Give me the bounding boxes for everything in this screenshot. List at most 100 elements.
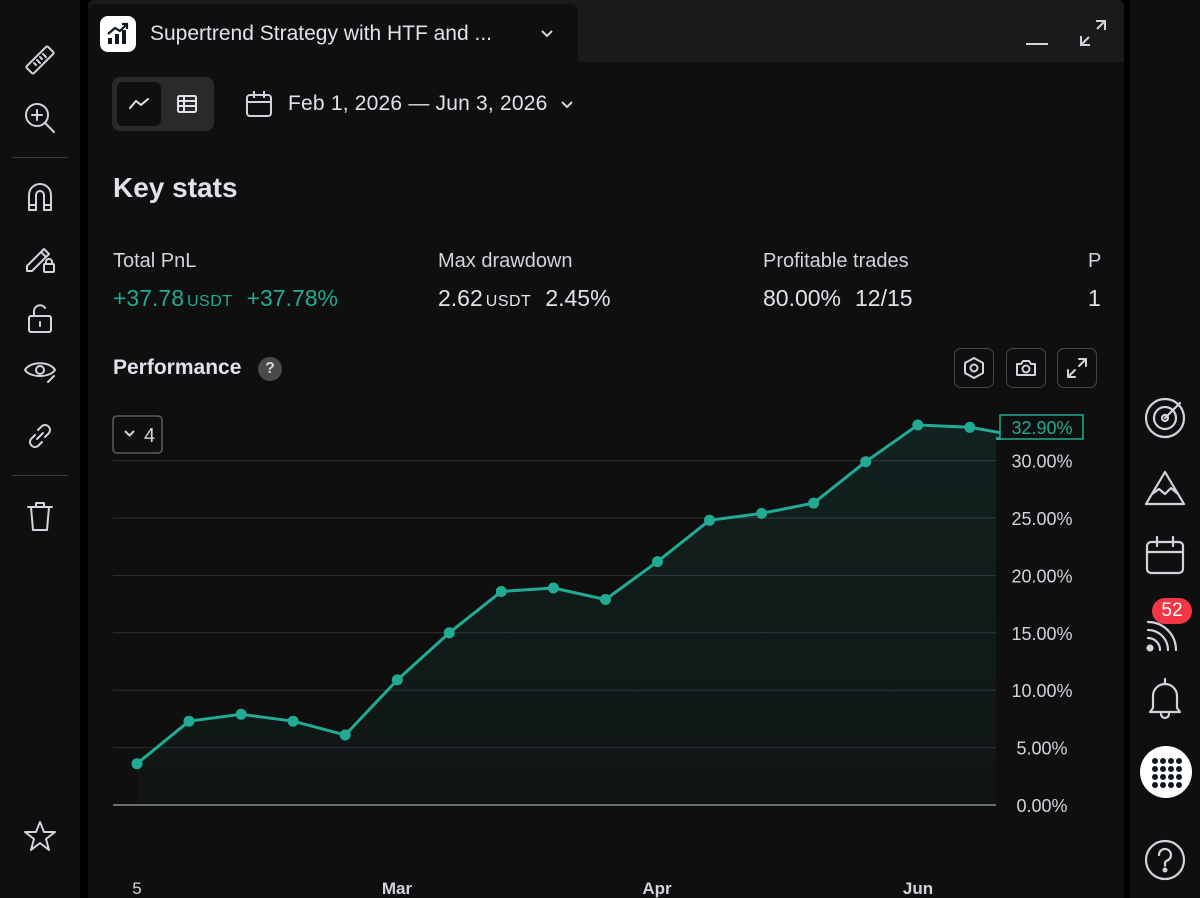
target-icon[interactable] (1142, 395, 1188, 441)
stat-max-drawdown: Max drawdown 2.62 USDT 2.45% (438, 250, 611, 312)
y-tick-label: 10.00% (1011, 681, 1072, 701)
collapse-toggle[interactable]: 4 (112, 415, 163, 454)
y-tick-label: 5.00% (1016, 739, 1067, 759)
trash-icon[interactable] (18, 494, 62, 538)
performance-area (137, 425, 1022, 805)
strategy-tab[interactable]: Supertrend Strategy with HTF and ... (88, 4, 578, 62)
strategy-report-panel: Supertrend Strategy with HTF and ... Feb… (88, 0, 1124, 898)
zoom-in-icon[interactable] (18, 96, 62, 140)
chevron-down-icon[interactable] (538, 24, 556, 42)
data-point[interactable] (547, 582, 559, 594)
data-point[interactable] (443, 627, 455, 639)
y-tick-label: 15.00% (1011, 624, 1072, 644)
key-stats-heading: Key stats (113, 172, 238, 203)
snapshot-button[interactable] (1006, 348, 1046, 388)
camera-icon (1016, 360, 1036, 376)
collapse-count: 4 (144, 425, 155, 447)
data-point[interactable] (339, 729, 351, 741)
minimize-button[interactable] (1022, 18, 1052, 48)
expand-icon (1067, 358, 1087, 378)
chart-fullscreen-button[interactable] (1057, 348, 1097, 388)
data-point[interactable] (756, 507, 768, 519)
date-range-text: Feb 1, 2026 — Jun 3, 2026 (288, 92, 548, 115)
feed-icon[interactable] (1142, 610, 1188, 656)
table-icon (177, 95, 197, 113)
data-point[interactable] (131, 758, 143, 770)
x-tick-label: Mar (382, 879, 413, 898)
eye-icon[interactable] (18, 348, 62, 392)
data-point[interactable] (235, 708, 247, 720)
chart-settings-button[interactable] (954, 348, 994, 388)
data-point[interactable] (964, 421, 976, 433)
stat-total-pnl: Total PnL +37.78 USDT +37.78% (113, 250, 338, 312)
chart-trend-icon (100, 16, 136, 52)
x-tick-label: Apr (642, 879, 672, 898)
chevron-down-icon (560, 101, 573, 109)
table-view-button[interactable] (165, 82, 209, 126)
last-value-label: 32.90% (1011, 418, 1072, 438)
stat-partial: P 1 (1088, 250, 1101, 312)
left-toolbar (0, 0, 80, 898)
toolbar-divider (12, 157, 68, 158)
performance-chart[interactable]: 0.00% 5.00% 10.00% 15.00% 20.00% 25.00% 30.00%… (88, 400, 1124, 898)
stat-value: 2.62 (438, 285, 483, 311)
notification-badge: 52 (1152, 598, 1192, 624)
chevron-down-icon (124, 430, 135, 437)
star-icon[interactable] (18, 814, 62, 858)
stat-label: Total PnL (113, 250, 197, 272)
help-icon[interactable] (1142, 837, 1188, 883)
bell-icon[interactable] (1142, 675, 1188, 721)
stat-value: 1 (1088, 285, 1101, 311)
data-point[interactable] (808, 497, 820, 509)
y-tick-label: 0.00% (1016, 796, 1067, 816)
data-point[interactable] (912, 419, 924, 431)
y-tick-label: 30.00% (1011, 452, 1072, 472)
data-point[interactable] (183, 715, 195, 727)
data-point[interactable] (600, 594, 611, 605)
minimize-icon (1026, 43, 1048, 45)
view-toggle (112, 77, 214, 131)
performance-heading: Performance (113, 356, 242, 379)
unlock-icon[interactable] (18, 296, 62, 340)
calendar-icon (246, 91, 272, 117)
link-icon[interactable] (18, 414, 62, 458)
stat-unit: USDT (187, 293, 233, 310)
ruler-icon[interactable] (18, 38, 62, 82)
x-tick-label: 5 (132, 879, 141, 898)
tab-strip: Supertrend Strategy with HTF and ... (88, 0, 1124, 62)
last-value-frame (999, 414, 1084, 440)
help-icon[interactable]: ? (258, 357, 282, 381)
chart-view-button[interactable] (117, 82, 161, 126)
line-chart-icon (129, 98, 149, 109)
stat-label: Profitable trades (763, 250, 909, 272)
maximize-button[interactable] (1078, 18, 1108, 48)
y-tick-label: 20.00% (1011, 566, 1072, 586)
stat-value: 80.00% (763, 285, 842, 311)
pencil-lock-icon[interactable] (18, 236, 62, 280)
data-point[interactable] (704, 514, 715, 526)
calendar-icon[interactable] (1142, 533, 1188, 579)
apps-grid-icon[interactable] (1140, 746, 1192, 798)
hexagon-settings-icon (964, 357, 984, 379)
data-point[interactable] (495, 586, 507, 597)
data-point[interactable] (860, 456, 872, 468)
magnet-icon[interactable] (18, 176, 62, 220)
stat-percent: 2.45% (545, 285, 611, 311)
tab-title: Supertrend Strategy with HTF and ... (150, 22, 492, 45)
maximize-icon (1080, 20, 1106, 46)
collapse-toggle-frame (112, 415, 163, 454)
y-tick-label: 25.00% (1011, 509, 1072, 529)
stat-trades-count: 12/15 (855, 285, 913, 311)
toolbar-divider (12, 475, 68, 476)
stat-profitable-trades: Profitable trades 80.00% 12/15 (763, 250, 913, 312)
stat-percent: +37.78% (246, 285, 339, 311)
data-point[interactable] (287, 715, 299, 727)
x-tick-label: Jun (903, 879, 933, 898)
stat-unit: USDT (485, 293, 532, 310)
apps-grid-glyph (1152, 758, 1182, 788)
mountain-icon[interactable] (1142, 465, 1188, 511)
data-point[interactable] (391, 674, 403, 686)
date-range-selector[interactable]: Feb 1, 2026 — Jun 3, 2026 (244, 86, 576, 122)
data-point[interactable] (652, 556, 663, 568)
stat-label: P (1088, 250, 1102, 272)
